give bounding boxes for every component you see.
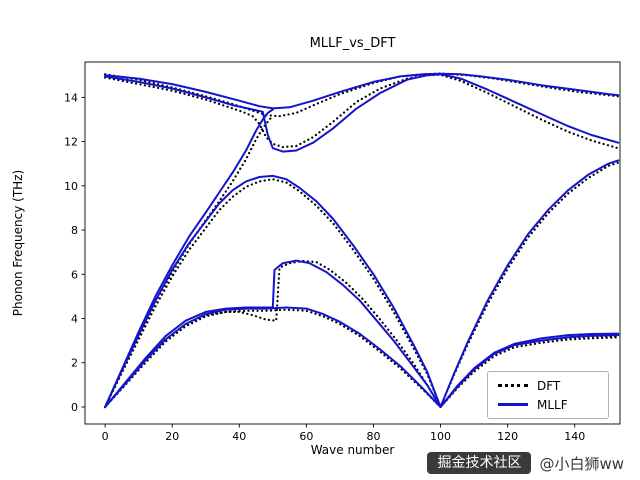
legend-entry-dft: DFT [488, 379, 608, 393]
y-tick-label: 8 [71, 224, 78, 237]
x-tick-label: 60 [299, 430, 313, 443]
chart-title: MLLF_vs_DFT [309, 36, 396, 51]
x-tick-label: 80 [366, 430, 380, 443]
series-mllf-acoustic-low [104, 306, 620, 408]
y-tick-label: 2 [71, 357, 78, 370]
y-tick-label: 14 [64, 91, 78, 104]
x-tick-label: 40 [232, 430, 246, 443]
y-tick-label: 4 [71, 313, 78, 326]
y-tick-label: 12 [64, 136, 78, 149]
x-tick-label: 140 [564, 430, 585, 443]
legend: DFT MLLF [487, 371, 609, 419]
legend-label-dft: DFT [537, 378, 561, 393]
x-tick-label: 0 [102, 430, 109, 443]
series-mllf-steep [104, 108, 274, 408]
dft-line-sample [498, 384, 528, 387]
series-mllf-optical-2 [104, 73, 620, 153]
series-dft-optical-2 [103, 73, 620, 150]
series-mllf-optical-top [104, 72, 620, 110]
legend-entry-mllf: MLLF [488, 398, 608, 412]
watermark: 掘金技术社区 @小白狮ww [427, 452, 624, 474]
x-tick-label: 20 [165, 430, 179, 443]
y-tick-label: 10 [64, 180, 78, 193]
series-mllf-mid [104, 159, 620, 408]
series-dft-steep [103, 115, 274, 409]
watermark-badge: 掘金技术社区 [427, 452, 532, 474]
x-tick-label: 120 [497, 430, 518, 443]
series-dft-mid [103, 161, 620, 409]
y-axis-label: Phonon Frequency (THz) [11, 169, 25, 317]
series-mllf-acoustic-bump [104, 259, 620, 408]
axes-frame [84, 61, 621, 425]
series-dft-acoustic-low [103, 308, 620, 409]
x-axis-label: Wave number [310, 443, 395, 457]
series-dft-optical-top [103, 72, 620, 118]
y-tick-label: 0 [71, 401, 78, 414]
watermark-handle: @小白狮ww [539, 454, 624, 473]
legend-label-mllf: MLLF [537, 397, 568, 412]
mllf-line-sample [498, 403, 528, 406]
y-tick-label: 6 [71, 268, 78, 281]
x-tick-label: 100 [430, 430, 451, 443]
